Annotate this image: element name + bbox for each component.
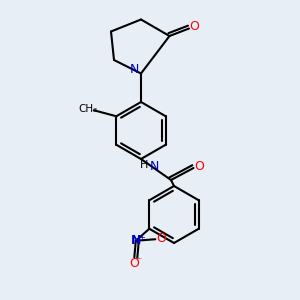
- Text: O: O: [129, 257, 139, 270]
- Text: O: O: [156, 232, 166, 245]
- Text: +: +: [138, 233, 145, 242]
- Text: O: O: [195, 160, 204, 173]
- Text: H: H: [140, 160, 148, 170]
- Text: N: N: [150, 160, 159, 173]
- Text: CH₃: CH₃: [79, 104, 98, 114]
- Text: N: N: [130, 234, 141, 247]
- Text: O: O: [190, 20, 199, 34]
- Text: N: N: [130, 63, 139, 76]
- Text: ⁻: ⁻: [136, 256, 142, 266]
